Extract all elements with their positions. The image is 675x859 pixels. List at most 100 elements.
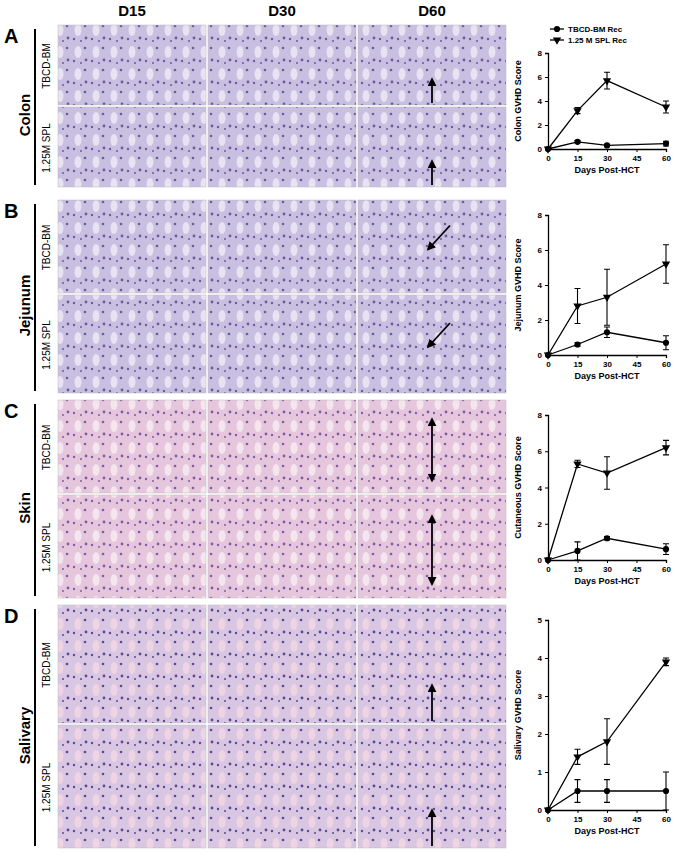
tick-mark	[666, 149, 667, 152]
tick: 8	[538, 411, 548, 420]
tick: 60	[662, 560, 671, 574]
tick: 15	[574, 810, 583, 824]
marker	[544, 147, 552, 154]
error-bar	[663, 772, 669, 810]
histology-image	[58, 725, 206, 848]
tick: 2	[538, 730, 548, 739]
histology-image	[58, 25, 206, 105]
tick-label: 15	[574, 154, 583, 163]
column-header: D60	[418, 2, 446, 19]
x-axis-title: Days Post-HCT	[574, 371, 640, 381]
axis-line	[549, 356, 667, 359]
tick-label: 4	[538, 281, 543, 290]
tick: 2	[538, 316, 548, 325]
y-axis: 012345	[538, 616, 549, 815]
error-bar	[604, 327, 610, 338]
marker	[574, 139, 580, 145]
tissue-label: Jejunum	[16, 275, 33, 337]
tick: 30	[603, 560, 612, 574]
histology-image	[208, 200, 356, 293]
marker	[662, 105, 670, 112]
column-header: D15	[118, 2, 146, 19]
histology-image	[358, 107, 506, 187]
marker	[544, 558, 552, 565]
plot-area	[544, 440, 670, 564]
tick-mark	[545, 320, 548, 321]
tick: 60	[662, 149, 671, 163]
axis-line	[545, 621, 549, 811]
line	[548, 538, 666, 560]
tick-label: 60	[662, 360, 671, 369]
tick-mark	[607, 560, 608, 563]
y-axis: 02468	[538, 49, 549, 154]
tissue-label: Colon	[16, 94, 33, 137]
marker	[662, 445, 670, 452]
tick: 6	[538, 246, 548, 255]
tick-label: 6	[538, 447, 543, 456]
tick-mark	[607, 149, 608, 152]
y-axis-title: Colon GVHD Score	[513, 60, 523, 142]
tick-label: 3	[538, 692, 543, 701]
tick-mark	[545, 734, 548, 735]
row-label: 1.25M SPL	[41, 522, 52, 572]
marker	[603, 471, 611, 478]
legend-marker	[553, 38, 561, 45]
histology-image	[358, 25, 506, 105]
arrow	[431, 810, 433, 846]
histology-image	[208, 725, 356, 848]
tick-label: 0	[546, 154, 551, 163]
y-axis-title: Salivary GVHD Score	[513, 670, 523, 761]
tick-label: 0	[538, 351, 543, 360]
histology-image	[208, 605, 356, 723]
axis-line	[549, 811, 667, 814]
tick: 2	[538, 520, 548, 529]
arrow	[431, 79, 433, 103]
tick-label: 45	[633, 154, 642, 163]
histology-image	[58, 605, 206, 723]
tick: 15	[574, 149, 583, 163]
tick-mark	[545, 658, 548, 659]
marker	[573, 754, 581, 761]
tick: 60	[662, 355, 671, 369]
arrow	[431, 161, 433, 185]
tick: 5	[538, 616, 548, 625]
x-axis-title: Days Post-HCT	[574, 165, 640, 175]
y-axis: 02468	[538, 211, 549, 360]
tick-mark	[637, 355, 638, 358]
tick-label: 2	[538, 316, 543, 325]
tick-label: 1	[538, 768, 543, 777]
error-bar	[575, 780, 581, 803]
row-label: TBCD-BM	[41, 425, 52, 471]
tick-label: 8	[538, 411, 543, 420]
line	[548, 448, 666, 560]
x-axis-title: Days Post-HCT	[574, 826, 640, 836]
panel-letter: B	[4, 200, 18, 222]
tick-label: 0	[538, 556, 543, 565]
y-axis: 02468	[538, 411, 549, 565]
tick: 1	[538, 768, 548, 777]
tick-mark	[545, 250, 548, 251]
histology-image	[58, 495, 206, 598]
tick-label: 6	[538, 246, 543, 255]
tick: 8	[538, 49, 548, 58]
chart: 02468015304560Days Post-HCTJejunum GVHD …	[513, 211, 671, 381]
legend-label: 1.25 M SPL Rec	[568, 36, 628, 45]
tick-label: 60	[662, 565, 671, 574]
x-axis: 015304560	[546, 355, 671, 369]
marker	[662, 262, 670, 269]
chart: 02468015304560Days Post-HCTCutaneous GVH…	[513, 411, 671, 586]
tick-label: 4	[538, 97, 543, 106]
arrow	[431, 419, 433, 481]
tick-label: 45	[633, 815, 642, 824]
tick-mark	[578, 355, 579, 358]
histology-image	[358, 400, 506, 493]
row-label: 1.25M SPL	[41, 320, 52, 370]
marker	[662, 659, 670, 666]
tick-mark	[545, 415, 548, 416]
marker	[574, 548, 580, 554]
tick-label: 0	[538, 145, 543, 154]
tick-label: 0	[546, 815, 551, 824]
tick-mark	[578, 149, 579, 152]
error-bar	[663, 141, 669, 146]
line	[548, 662, 666, 810]
